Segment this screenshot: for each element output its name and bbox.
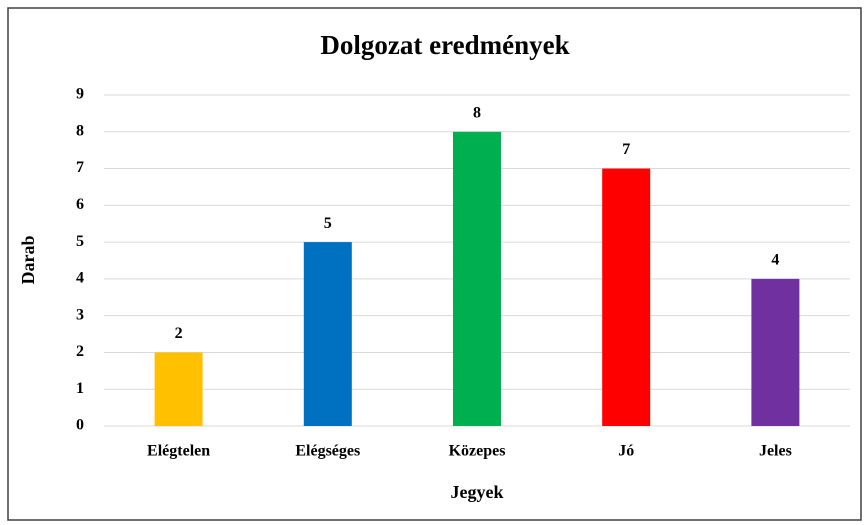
y-tick-label: 4 bbox=[76, 270, 84, 287]
data-label: 7 bbox=[622, 141, 630, 158]
bar bbox=[751, 278, 800, 426]
data-label: 4 bbox=[771, 252, 779, 269]
bar bbox=[602, 168, 651, 427]
y-tick-label: 3 bbox=[76, 306, 84, 323]
y-tick-label: 2 bbox=[76, 343, 84, 360]
chart-border bbox=[7, 7, 862, 521]
y-tick-label: 1 bbox=[76, 380, 84, 397]
bar bbox=[154, 352, 203, 426]
y-tick-label: 8 bbox=[76, 122, 84, 139]
x-tick-label: Jeles bbox=[759, 443, 792, 460]
data-label: 8 bbox=[473, 104, 481, 121]
x-axis-label: Jegyek bbox=[451, 482, 504, 502]
y-tick-label: 0 bbox=[76, 417, 84, 434]
y-tick-label: 5 bbox=[76, 233, 84, 250]
x-tick-label: Közepes bbox=[449, 443, 506, 460]
y-tick-label: 7 bbox=[76, 159, 84, 176]
bar bbox=[453, 131, 501, 426]
bar bbox=[303, 242, 352, 426]
chart-title: Dolgozat eredmények bbox=[320, 30, 569, 60]
data-label: 2 bbox=[175, 325, 183, 342]
x-tick-label: Elégséges bbox=[295, 443, 360, 460]
data-label: 5 bbox=[324, 215, 332, 232]
y-tick-label: 6 bbox=[76, 196, 84, 213]
y-tick-label: 9 bbox=[76, 86, 84, 103]
x-tick-label: Elégtelen bbox=[147, 443, 210, 460]
x-tick-label: Jó bbox=[618, 443, 634, 460]
y-axis-label: Darab bbox=[18, 236, 38, 285]
